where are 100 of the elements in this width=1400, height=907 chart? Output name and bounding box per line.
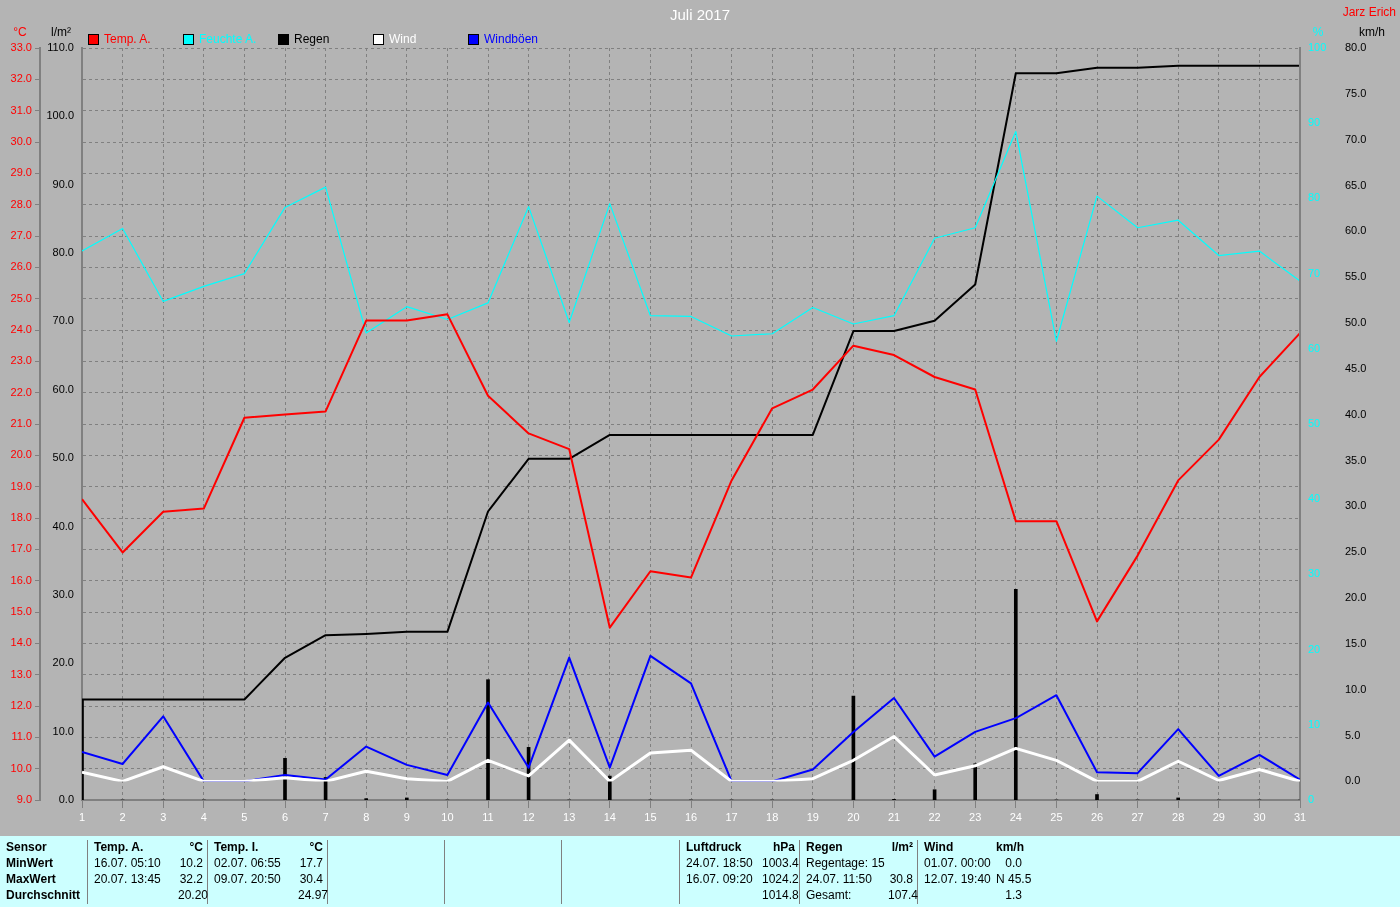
text: 32.2 [172, 872, 208, 888]
y-tick-label: 40.0 [1345, 407, 1367, 420]
y-tick-label: 11.0 [11, 730, 32, 743]
y3-tick-label: 80 [1308, 191, 1321, 204]
x-tick-label: 24 [1009, 810, 1022, 823]
y-axis-title: °C [13, 25, 28, 39]
x-tick-label: 12 [522, 810, 535, 823]
y2-tick-label: 40.0 [52, 519, 74, 532]
y2-tick-label: 80.0 [52, 246, 74, 259]
x-tick-label: 23 [969, 810, 982, 823]
chart-title: Juli 2017 [669, 6, 731, 23]
text: °C [172, 840, 208, 856]
text: Wind [923, 840, 955, 856]
y3-tick-label: 60 [1308, 341, 1321, 354]
y2-tick-label: 60.0 [52, 382, 74, 395]
y-tick-label: 29.0 [10, 166, 32, 179]
y2-tick-label: 50.0 [52, 451, 74, 464]
text: °C [292, 840, 328, 856]
text: 1014.8 [756, 888, 800, 904]
bar [607, 775, 612, 800]
y2-axis-title: l/m² [51, 25, 71, 39]
y-tick-label: 26.0 [10, 260, 32, 273]
y2-tick-label: 10.0 [52, 724, 74, 737]
x-tick-label: 15 [644, 810, 657, 823]
y-tick-label: 18.0 [10, 511, 32, 524]
y3-tick-label: 50 [1308, 417, 1321, 430]
x-tick-label: 25 [1050, 810, 1063, 823]
bar [1095, 794, 1099, 800]
y-tick-label: 0.0 [1345, 774, 1361, 787]
y-tick-label: 24.0 [10, 323, 32, 336]
y3-tick-label: 20 [1308, 642, 1321, 655]
text: hPa [756, 840, 800, 856]
text: 20.07. 13:45 [93, 872, 162, 888]
text: MinWert [0, 856, 88, 872]
y-tick-label: 22.0 [10, 385, 32, 398]
y-tick-label: 23.0 [10, 354, 32, 367]
x-tick-label: 20 [847, 810, 860, 823]
y-tick-label: 32.0 [10, 72, 32, 85]
legend-label: Temp. A. [104, 32, 151, 46]
x-tick-label: 2 [119, 810, 126, 823]
y2-tick-label: 30.0 [52, 587, 74, 600]
y3-tick-label: 30 [1308, 567, 1321, 580]
y-tick-label: 13.0 [10, 667, 32, 680]
x-tick-label: 1 [78, 810, 86, 823]
x-tick-label: 8 [363, 810, 370, 823]
text: 30.4 [292, 872, 328, 888]
text: 17.7 [292, 856, 328, 872]
y-tick-label: 12.0 [10, 699, 32, 712]
text: 107.4 [882, 888, 919, 904]
y2-tick-label: 70.0 [52, 314, 74, 327]
y-axis-title: km/h [1358, 25, 1386, 39]
y-tick-label: 21.0 [10, 417, 32, 430]
text: Sensor [0, 840, 88, 856]
text: Regen [805, 840, 844, 856]
y-tick-label: 70.0 [1345, 132, 1367, 145]
text: 16.07. 05:10 [93, 856, 162, 872]
y2-tick-label: 90.0 [52, 177, 74, 190]
bar [973, 763, 978, 800]
text: 02.07. 06:55 [213, 856, 282, 872]
text: 1024.2 [756, 872, 800, 888]
y-tick-label: 35.0 [1345, 453, 1367, 466]
x-tick-label: 3 [160, 810, 167, 823]
text: Durchschnitt [0, 888, 88, 904]
text: Jarz Erich [1342, 5, 1396, 19]
text: l/m² [882, 840, 918, 856]
y-tick-label: 30.0 [1345, 499, 1367, 512]
x-tick-label: 7 [322, 810, 329, 823]
legend-label: Wind [389, 32, 417, 46]
text: Temp. I. [213, 840, 260, 856]
y-tick-label: 20.0 [10, 448, 32, 461]
y-tick-label: 30.0 [10, 135, 32, 148]
y-tick-label: 80.0 [1345, 41, 1367, 54]
y3-tick-label: 90 [1308, 116, 1321, 129]
y3-axis-title: % [1312, 25, 1324, 39]
x-tick-label: 16 [684, 810, 698, 823]
y3-tick-label: 0 [1308, 793, 1315, 806]
text: N 45.5 [995, 872, 1032, 888]
text: 24.07. 18:50 [685, 856, 754, 872]
x-tick-label: 18 [766, 810, 779, 823]
y2-tick-label: 100.0 [46, 109, 74, 122]
text: 0.0 [1004, 856, 1023, 872]
y-tick-label: 16.0 [10, 573, 32, 586]
y-tick-label: 65.0 [1345, 178, 1367, 191]
y-tick-label: 28.0 [10, 197, 32, 210]
x-tick-label: 28 [1172, 810, 1185, 823]
x-tick-label: 31 [1293, 810, 1307, 823]
y-tick-label: 25.0 [10, 291, 32, 304]
text: 01.07. 00:00 [923, 856, 991, 872]
legend-label: Windböen [484, 32, 539, 46]
y-tick-label: 60.0 [1345, 224, 1367, 237]
x-tick-label: 13 [563, 810, 576, 823]
legend-label: Regen [294, 32, 330, 46]
y-tick-label: 45.0 [1345, 361, 1367, 374]
x-tick-label: 10 [441, 810, 454, 823]
x-tick-label: 21 [887, 810, 901, 823]
y3-tick-label: 10 [1308, 717, 1321, 730]
y-tick-label: 50.0 [1345, 316, 1367, 329]
y3-tick-label: 70 [1308, 266, 1321, 279]
x-tick-label: 6 [281, 810, 289, 823]
y-tick-label: 55.0 [1345, 270, 1367, 283]
